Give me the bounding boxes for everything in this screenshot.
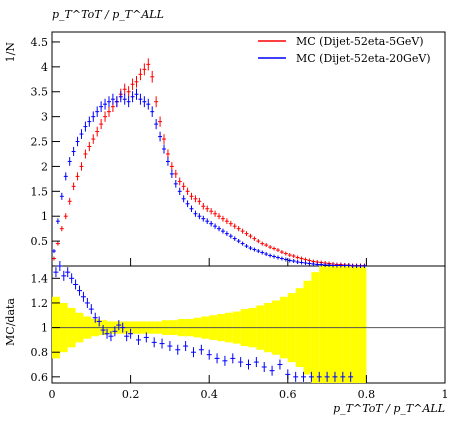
- ratio-y-tick-label: 0.6: [31, 371, 49, 384]
- main-y-tick-label: 4: [41, 61, 48, 74]
- main-y-tick-label: 2.5: [31, 136, 49, 149]
- x-tick-label: 0.8: [358, 388, 376, 401]
- legend: MC (Dijet-52eta-5GeV) MC (Dijet-52eta-20…: [258, 35, 431, 65]
- ratio-band-bin: [358, 266, 367, 383]
- ratio-band-bin: [334, 266, 343, 383]
- ratio-y-tick-label: 1.2: [31, 297, 49, 310]
- ratio-series: [53, 261, 354, 382]
- main-y-tick-label: 3: [41, 111, 48, 124]
- ratio-band: [52, 266, 445, 383]
- legend-label-blue: MC (Dijet-52eta-20GeV): [296, 52, 431, 65]
- main-series: [52, 58, 367, 268]
- ratio-y-tick-label: 0.8: [31, 346, 49, 359]
- main-y-tick-label: 0.5: [31, 235, 49, 248]
- ratio-y-tick-label: 1: [41, 322, 48, 335]
- main-y-axis-title: 1/N: [4, 42, 17, 63]
- ratio-x-axis-title: p_T^ToT / p_T^ALL: [333, 402, 445, 415]
- main-y-tick-label: 4.5: [31, 36, 49, 49]
- main-plot-frame: [51, 31, 446, 267]
- x-tick-label: 0.4: [200, 388, 218, 401]
- ratio-band-bin: [327, 266, 335, 383]
- ratio-band-bin: [350, 266, 359, 383]
- x-tick-label: 0.2: [122, 388, 140, 401]
- main-y-tick-label: 3.5: [31, 86, 49, 99]
- main-y-tick-label: 1: [41, 210, 48, 223]
- ratio-band-bin: [342, 266, 351, 383]
- x-tick-label: 1: [442, 388, 449, 401]
- main-y-tick-label: 2: [41, 160, 48, 173]
- ratio-y-axis-title: MC/data: [4, 298, 17, 346]
- legend-label-red: MC (Dijet-52eta-5GeV): [296, 35, 424, 48]
- main-top-label: p_T^ToT / p_T^ALL: [52, 8, 164, 21]
- x-tick-label: 0: [49, 388, 56, 401]
- x-tick-label: 0.6: [279, 388, 297, 401]
- main-y-tick-label: 1.5: [31, 185, 49, 198]
- ratio-y-tick-label: 1.4: [31, 272, 49, 285]
- axis-ticks: 0.5 1 1.5 2 2.5 3 3.5 4 4.5 0.6 0.8 1 1.2 1.4 0 0.2 0.4 0…: [31, 36, 449, 401]
- ratio-band-bin: [319, 266, 328, 383]
